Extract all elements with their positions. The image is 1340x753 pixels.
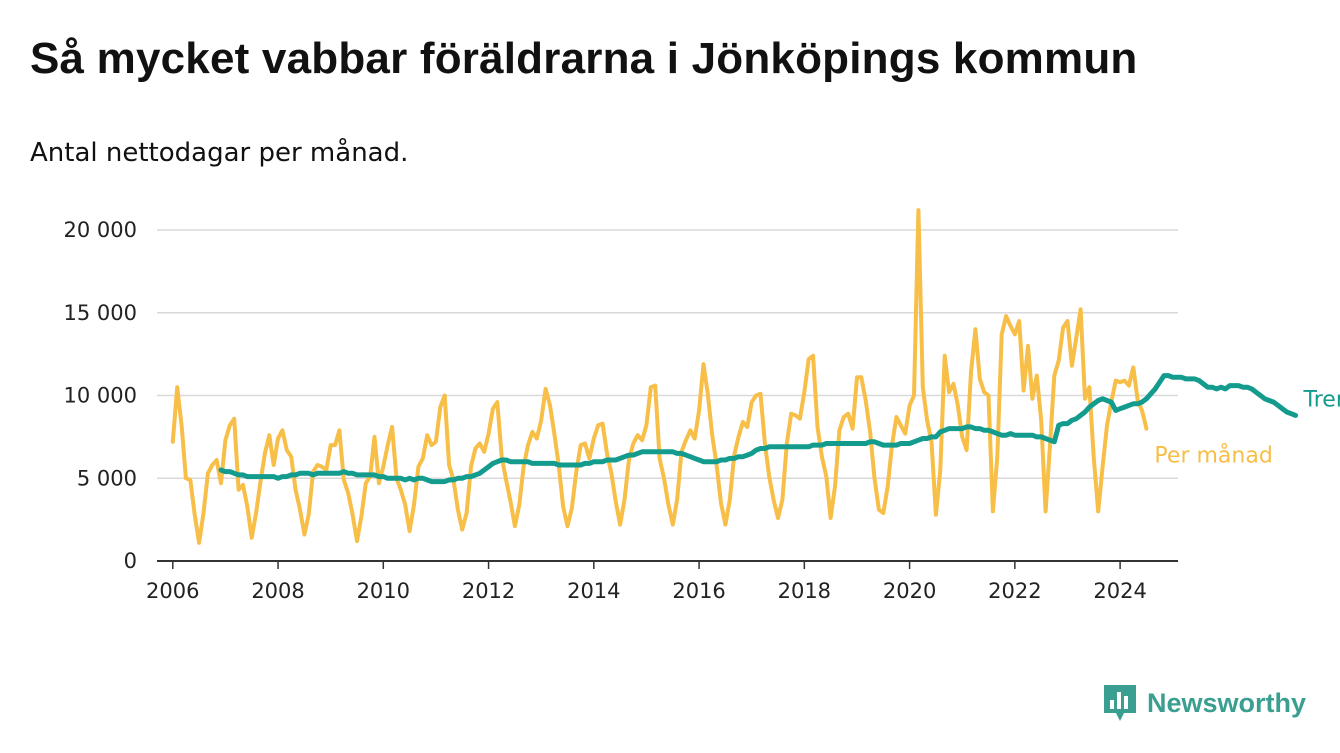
x-tick-label: 2016 bbox=[672, 579, 725, 603]
series-line-per-manad bbox=[170, 208, 1149, 545]
y-tick-label: 15 000 bbox=[64, 301, 137, 325]
x-tick-label: 2008 bbox=[251, 579, 304, 603]
y-tick-label: 10 000 bbox=[64, 384, 137, 408]
y-tick-label: 5 000 bbox=[77, 466, 137, 490]
x-tick-label: 2022 bbox=[988, 579, 1041, 603]
series-label: Trend bbox=[1303, 387, 1340, 412]
series-lines bbox=[170, 208, 1298, 545]
x-tick-label: 2012 bbox=[462, 579, 515, 603]
x-tick-label: 2014 bbox=[567, 579, 620, 603]
chart-subtitle: Antal nettodagar per månad. bbox=[30, 138, 409, 168]
chart-title: Så mycket vabbar föräldrarna i Jönköping… bbox=[30, 34, 1138, 83]
brand-name: Newsworthy bbox=[1147, 687, 1307, 718]
newsworthy-brand: Newsworthy bbox=[1102, 683, 1306, 723]
y-tick-label: 20 000 bbox=[64, 218, 137, 242]
newsworthy-logo-icon bbox=[1104, 685, 1136, 721]
series-line-trend bbox=[218, 373, 1298, 485]
y-tick-label: 0 bbox=[124, 549, 137, 573]
series-label: Per månad bbox=[1154, 443, 1272, 469]
x-tick-label: 2018 bbox=[778, 579, 831, 603]
gridlines bbox=[157, 229, 1178, 479]
x-tick-label: 2006 bbox=[146, 579, 199, 603]
x-tick-label: 2010 bbox=[357, 579, 410, 603]
series-labels: Per månad Trend bbox=[1154, 387, 1340, 468]
x-tick-label: 2020 bbox=[883, 579, 936, 603]
x-tick-label: 2024 bbox=[1093, 579, 1146, 603]
axes: 0 5 000 10 000 15 000 20 000 2006 2008 2010 2012… bbox=[64, 218, 1178, 603]
